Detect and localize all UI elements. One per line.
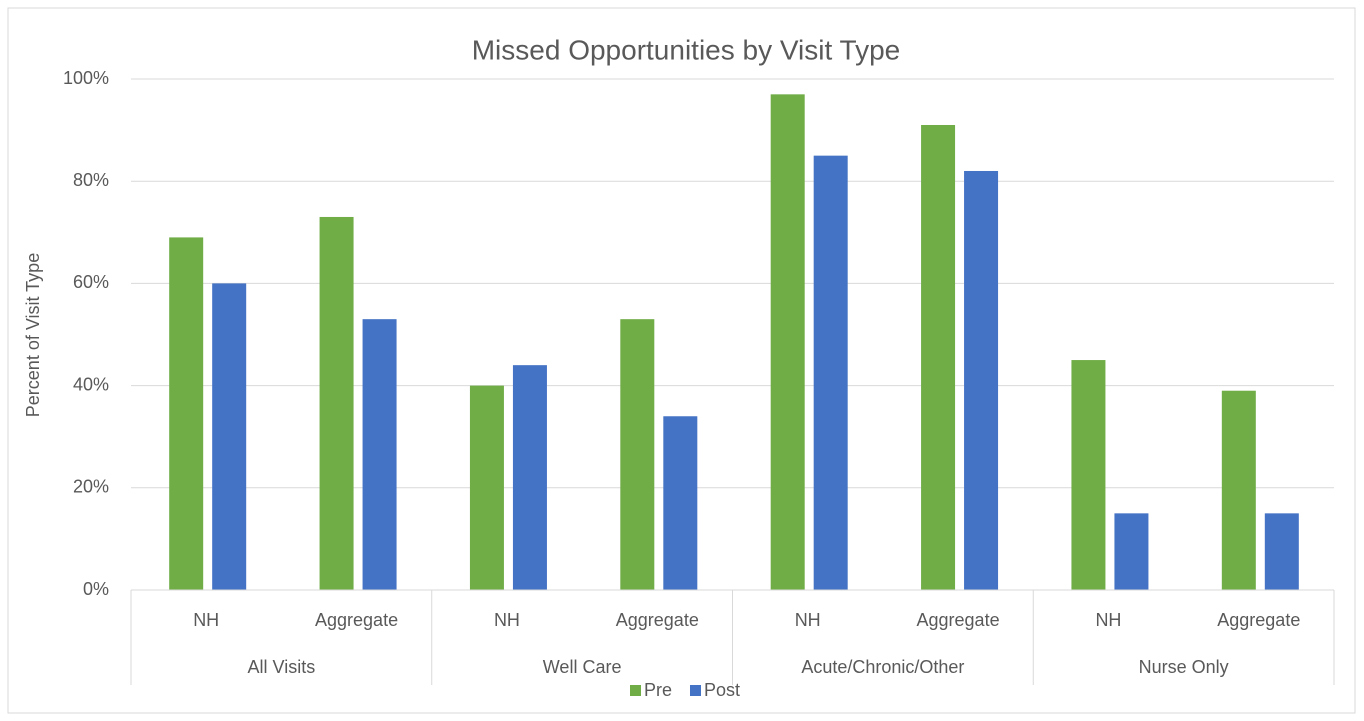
bar [770, 94, 805, 590]
group-label: Acute/Chronic/Other [801, 657, 964, 677]
y-tick-label: 0% [83, 579, 109, 599]
bar [813, 155, 848, 590]
bar [1264, 513, 1299, 590]
legend-label: Post [704, 680, 740, 700]
legend-swatch [630, 685, 641, 696]
bar [1071, 360, 1106, 590]
chart-title: Missed Opportunities by Visit Type [472, 34, 901, 65]
y-tick-label: 60% [73, 272, 109, 292]
bar [362, 319, 397, 590]
y-tick-label: 80% [73, 170, 109, 190]
x-tick-label: NH [193, 610, 219, 630]
x-tick-label: Aggregate [1217, 610, 1300, 630]
y-tick-label: 40% [73, 374, 109, 394]
bar [1114, 513, 1149, 590]
bar [663, 416, 698, 590]
group-label: Well Care [543, 657, 622, 677]
group-label: Nurse Only [1139, 657, 1229, 677]
bar [169, 237, 204, 590]
x-tick-label: NH [795, 610, 821, 630]
bar [319, 216, 354, 590]
y-tick-label: 100% [63, 68, 109, 88]
y-tick-label: 20% [73, 477, 109, 497]
y-axis-label: Percent of Visit Type [23, 253, 43, 417]
bar [921, 124, 956, 591]
x-tick-label: Aggregate [315, 610, 398, 630]
x-tick-label: NH [1095, 610, 1121, 630]
x-tick-label: Aggregate [616, 610, 699, 630]
bar [212, 283, 247, 590]
legend-swatch [690, 685, 701, 696]
chart-border [7, 7, 1356, 714]
bar [964, 170, 999, 591]
legend-label: Pre [644, 680, 672, 700]
bar [620, 319, 655, 590]
bar [512, 365, 547, 590]
x-tick-label: Aggregate [917, 610, 1000, 630]
bar [1221, 390, 1256, 590]
bar [469, 385, 504, 590]
x-tick-label: NH [494, 610, 520, 630]
group-label: All Visits [248, 657, 316, 677]
